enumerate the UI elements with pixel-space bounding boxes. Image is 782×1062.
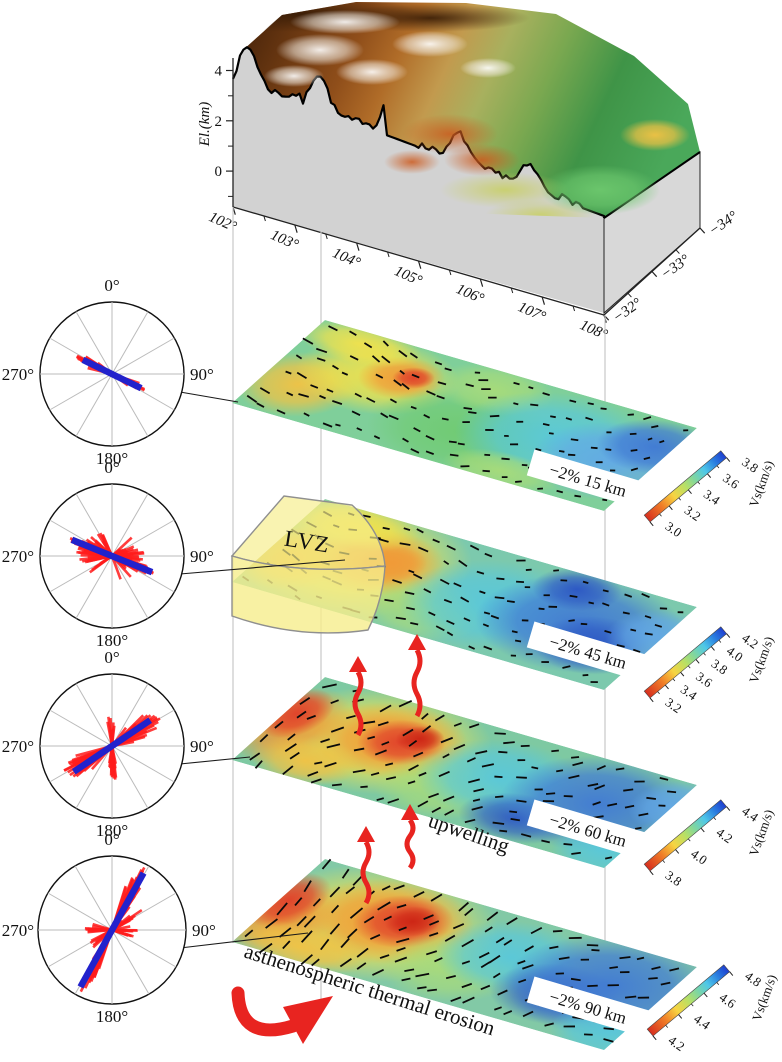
rose-label-south: 180° bbox=[96, 449, 128, 468]
rose-label-north: 0° bbox=[104, 276, 119, 295]
vs-map-slice-60km: −2% 60 km bbox=[232, 677, 697, 868]
rose-petals bbox=[40, 484, 184, 628]
lon-tick-label: 106° bbox=[454, 281, 487, 307]
connector-line bbox=[179, 932, 309, 949]
colorbar-tick-label: 4.2 bbox=[714, 825, 736, 847]
wavy-arrow-body bbox=[411, 648, 423, 718]
rose-label-west: 270° bbox=[2, 547, 34, 566]
depth-label-plate bbox=[526, 799, 650, 860]
rose-diagram-15km: 0° 90° 180° 270° bbox=[2, 276, 214, 468]
rose-connectors bbox=[179, 391, 346, 949]
lvz-box: LVZ bbox=[230, 495, 386, 634]
connector-line bbox=[179, 391, 239, 403]
el-tick-label: 2 bbox=[215, 114, 223, 130]
colorbar-tick-label: 4.6 bbox=[717, 990, 739, 1012]
colorbar-tick-label: 3.8 bbox=[663, 867, 685, 889]
colorbar-tick-label: 4.4 bbox=[691, 1011, 713, 1033]
rose-diagrams: 0° 90° 180° 270° 0° 90° 180° 270° 0° 90°… bbox=[2, 276, 216, 1026]
anisotropy-ticks bbox=[244, 858, 680, 1043]
rose-petals bbox=[40, 302, 184, 446]
depth-label-plate bbox=[526, 449, 650, 510]
colorbar-tick-label: 3.6 bbox=[693, 669, 715, 691]
el-tick-label: 0 bbox=[215, 164, 223, 180]
lon-tick-label: 107° bbox=[516, 299, 549, 325]
rose-petals bbox=[38, 856, 186, 1004]
wavy-arrow-head bbox=[408, 634, 426, 650]
depth-label-plate bbox=[526, 976, 650, 1037]
wavy-arrow-head bbox=[349, 656, 367, 672]
colorbar-tick-label: 3.6 bbox=[720, 470, 742, 492]
colorbar-tick-label: 3.4 bbox=[678, 682, 700, 704]
rose-label-east: 90° bbox=[190, 547, 214, 566]
wavy-arrow-head bbox=[401, 804, 419, 820]
thermal-erosion-arrow bbox=[231, 986, 333, 1044]
rose-label-east: 90° bbox=[190, 737, 214, 756]
colorbar-tick-label: 3.0 bbox=[663, 518, 685, 540]
rose-diagram-60km: 0° 90° 180° 270° bbox=[2, 648, 214, 840]
lat-tick-label: −34° bbox=[706, 208, 741, 239]
colorbars: 3.83.63.43.23.0Vs(km/s) 4.24.03.83.63.43… bbox=[643, 450, 779, 1054]
rose-label-south: 180° bbox=[96, 631, 128, 650]
anisotropy-ticks bbox=[246, 325, 689, 502]
lon-tick-label: 103° bbox=[268, 227, 301, 253]
colorbar-tick-label: 3.4 bbox=[701, 486, 723, 508]
upwelling-arrows bbox=[349, 634, 426, 905]
colorbar-tick-label: 3.2 bbox=[682, 502, 704, 524]
colorbar-tick-label: 4.2 bbox=[666, 1032, 688, 1054]
rose-label-south: 180° bbox=[96, 821, 128, 840]
colorbar-15km: 3.83.63.43.23.0Vs(km/s) bbox=[643, 450, 776, 540]
rose-label-north: 0° bbox=[104, 830, 119, 849]
rose-diagram-45km: 0° 90° 180° 270° bbox=[2, 458, 214, 650]
lon-tick-label: 104° bbox=[330, 245, 363, 271]
el-tick-label: 4 bbox=[215, 64, 223, 80]
terrain-3d-panel: El.(km) 420102°103°104°105°106°107°108°−… bbox=[197, 2, 741, 343]
lon-tick-label: 105° bbox=[392, 263, 425, 289]
rose-petals bbox=[40, 674, 184, 818]
rose-label-west: 270° bbox=[2, 365, 34, 384]
elevation-axis-title: El.(km) bbox=[197, 102, 213, 148]
connector-line bbox=[179, 559, 346, 575]
rose-label-north: 0° bbox=[104, 648, 119, 667]
wavy-arrow-body bbox=[404, 818, 416, 870]
depth-label-plate bbox=[526, 621, 650, 682]
colorbar-tick-label: 4.0 bbox=[688, 846, 710, 868]
colorbar-tick-label: 4.0 bbox=[724, 643, 746, 665]
wavy-arrow-body bbox=[352, 670, 364, 737]
rose-label-east: 90° bbox=[192, 921, 216, 940]
colorbar-tick-label: 3.2 bbox=[663, 694, 685, 716]
rose-label-west: 270° bbox=[2, 921, 34, 940]
rose-label-west: 270° bbox=[2, 737, 34, 756]
connector-line bbox=[179, 756, 251, 765]
curved-arrow-head bbox=[283, 996, 333, 1044]
curved-arrow-body bbox=[231, 986, 300, 1037]
rose-label-east: 90° bbox=[190, 365, 214, 384]
colorbar-tick-label: 3.8 bbox=[709, 656, 731, 678]
rose-label-north: 0° bbox=[104, 458, 119, 477]
wavy-arrow-body bbox=[360, 840, 372, 905]
rose-diagram-90km: 0° 90° 180° 270° bbox=[2, 830, 216, 1026]
wavy-arrow-head bbox=[357, 826, 375, 842]
terrain-texture bbox=[233, 2, 690, 218]
lvz-front-face bbox=[231, 555, 386, 634]
rose-label-south: 180° bbox=[96, 1007, 128, 1026]
lon-tick-label: 102° bbox=[206, 209, 239, 235]
